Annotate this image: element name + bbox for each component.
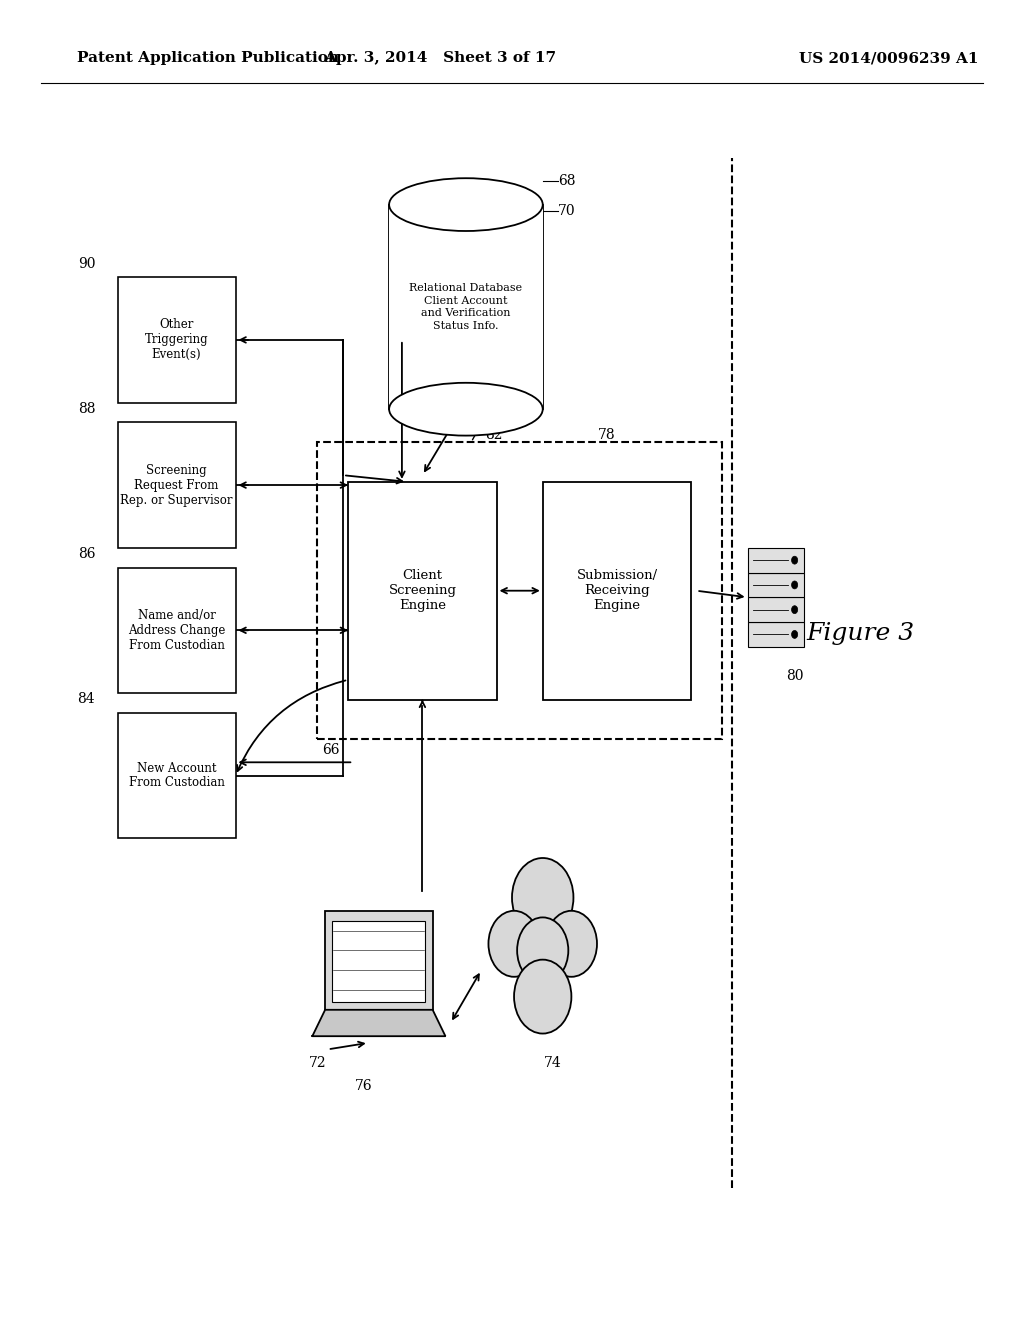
Circle shape	[792, 581, 798, 589]
Text: 86: 86	[78, 546, 95, 561]
Text: 74: 74	[544, 1056, 562, 1069]
FancyBboxPatch shape	[348, 482, 497, 700]
Ellipse shape	[389, 383, 543, 436]
Circle shape	[792, 606, 798, 614]
Bar	[332, 921, 426, 1002]
Text: Patent Application Publication: Patent Application Publication	[77, 51, 339, 65]
FancyBboxPatch shape	[118, 277, 236, 403]
Text: 88: 88	[78, 401, 95, 416]
Circle shape	[512, 858, 573, 937]
FancyBboxPatch shape	[543, 482, 691, 700]
Circle shape	[792, 556, 798, 564]
Circle shape	[546, 911, 597, 977]
Text: 78: 78	[598, 428, 615, 442]
Text: 82: 82	[485, 428, 503, 442]
Text: 70: 70	[558, 205, 575, 218]
Text: Screening
Request From
Rep. or Supervisor: Screening Request From Rep. or Superviso…	[121, 463, 232, 507]
Bar	[748, 573, 804, 597]
Bar	[748, 548, 804, 573]
FancyBboxPatch shape	[118, 568, 236, 693]
Text: New Account
From Custodian: New Account From Custodian	[129, 762, 224, 789]
Text: 64: 64	[472, 333, 537, 440]
Circle shape	[488, 911, 540, 977]
Text: Name and/or
Address Change
From Custodian: Name and/or Address Change From Custodia…	[128, 609, 225, 652]
Text: Other
Triggering
Event(s): Other Triggering Event(s)	[144, 318, 209, 362]
Text: 66: 66	[322, 743, 340, 756]
Text: 68: 68	[558, 174, 575, 187]
Text: Client
Screening
Engine: Client Screening Engine	[388, 569, 457, 612]
Circle shape	[792, 631, 798, 639]
Ellipse shape	[389, 178, 543, 231]
FancyBboxPatch shape	[118, 422, 236, 548]
Text: 80: 80	[786, 669, 804, 682]
Circle shape	[514, 960, 571, 1034]
Bar	[748, 597, 804, 622]
Polygon shape	[312, 1010, 445, 1036]
Text: 90: 90	[78, 256, 95, 271]
FancyBboxPatch shape	[118, 713, 236, 838]
Text: 76: 76	[354, 1080, 373, 1093]
Bar	[326, 911, 432, 1010]
Text: Figure 3: Figure 3	[806, 622, 914, 645]
Bar	[389, 205, 543, 409]
Text: US 2014/0096239 A1: US 2014/0096239 A1	[799, 51, 978, 65]
Bar	[748, 622, 804, 647]
Text: Apr. 3, 2014   Sheet 3 of 17: Apr. 3, 2014 Sheet 3 of 17	[325, 51, 556, 65]
Text: Submission/
Receiving
Engine: Submission/ Receiving Engine	[577, 569, 657, 612]
Text: 84: 84	[78, 692, 95, 706]
Text: 72: 72	[308, 1056, 327, 1069]
Text: Relational Database
Client Account
and Verification
Status Info.: Relational Database Client Account and V…	[410, 284, 522, 330]
Circle shape	[517, 917, 568, 983]
